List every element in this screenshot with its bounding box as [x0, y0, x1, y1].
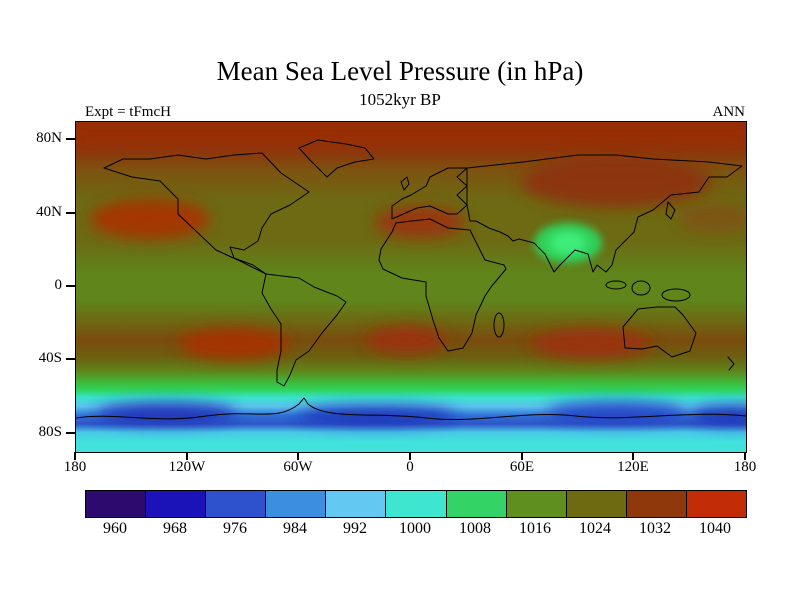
- y-axis-label: 0: [54, 277, 63, 293]
- y-axis-label: 40S: [38, 350, 62, 366]
- colorbar-segment-1040: [686, 491, 747, 517]
- colorbar-label: 1000: [399, 520, 431, 537]
- season-label: ANN: [712, 104, 746, 120]
- x-tick-60w: [297, 452, 299, 460]
- y-axis-label: 80S: [38, 424, 62, 440]
- y-axis-label: 80N: [36, 130, 62, 146]
- pressure-anomaly-blobs: [76, 122, 746, 425]
- x-axis-label: 60E: [509, 459, 535, 475]
- colorbar-label: 1024: [579, 520, 611, 537]
- colorbar-label: 992: [343, 520, 367, 537]
- colorbar-segment-960: [86, 491, 147, 517]
- map-plot-area: [75, 121, 747, 453]
- colorbar-label: 984: [283, 520, 307, 537]
- colorbar-segment-976: [206, 491, 267, 517]
- colorbar-segment-1016: [506, 491, 567, 517]
- y-tick-40n: [66, 212, 75, 214]
- colorbar: [85, 490, 747, 518]
- x-axis-label: 120W: [168, 459, 206, 475]
- colorbar-label: 1016: [519, 520, 551, 537]
- plot-title: Mean Sea Level Pressure (in hPa): [216, 56, 584, 86]
- coastlines: [76, 139, 746, 420]
- plot-subtitle: 1052kyr BP: [359, 90, 441, 109]
- colorbar-label: 960: [103, 520, 127, 537]
- colorbar-label: 1008: [459, 520, 491, 537]
- y-tick-80n: [66, 138, 75, 140]
- colorbar-segment-1024: [566, 491, 627, 517]
- x-tick-60e: [521, 452, 523, 460]
- colorbar-segment-1008: [446, 491, 507, 517]
- colorbar-label: 1032: [639, 520, 671, 537]
- x-axis-label: 0: [406, 459, 414, 475]
- colorbar-segment-1032: [626, 491, 687, 517]
- colorbar-label: 976: [223, 520, 247, 537]
- x-axis-label: 60W: [283, 459, 313, 475]
- x-axis-label: 180: [733, 459, 757, 475]
- x-axis-label: 180: [63, 459, 87, 475]
- colorbar-segment-992: [326, 491, 387, 517]
- y-tick-0: [66, 285, 75, 287]
- x-tick-180e: [744, 452, 746, 460]
- colorbar-segment-968: [146, 491, 207, 517]
- x-axis-label: 120E: [617, 459, 649, 475]
- x-tick-180w: [74, 452, 76, 460]
- x-tick-0: [409, 452, 411, 460]
- y-tick-40s: [66, 358, 75, 360]
- x-tick-120e: [632, 452, 634, 460]
- y-axis-label: 40N: [36, 204, 62, 220]
- colorbar-label: 1040: [699, 520, 731, 537]
- colorbar-label: 968: [163, 520, 187, 537]
- colorbar-labels: 960 968 976 984 992 1000 1008 1016 1024 …: [85, 520, 745, 538]
- colorbar-segment-984: [266, 491, 327, 517]
- colorbar-segment-1000: [386, 491, 447, 517]
- experiment-label: Expt = tFmcH: [85, 104, 171, 120]
- x-tick-120w: [186, 452, 188, 460]
- pressure-contour-map: [76, 122, 746, 452]
- y-tick-80s: [66, 432, 75, 434]
